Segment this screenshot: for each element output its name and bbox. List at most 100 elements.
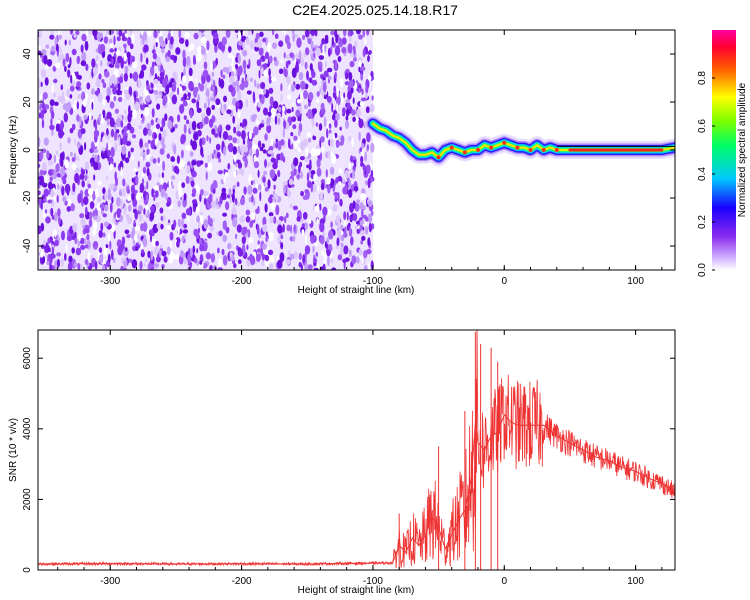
noise-speck [268,196,273,204]
noise-speck [232,137,237,144]
noise-speck [40,244,45,249]
noise-speck [40,81,43,88]
noise-speck [319,192,324,201]
noise-speck [370,162,373,171]
noise-speck [168,259,174,264]
noise-speck [322,82,327,93]
noise-speck [335,215,341,224]
ridge-peak [554,148,559,152]
noise-speck [38,163,41,168]
noise-speck [237,132,242,137]
noise-speck [358,248,363,256]
noise-speck [239,83,245,91]
noise-speck [60,157,64,168]
ridge-peak [475,148,480,152]
noise-speck [116,208,121,219]
noise-speck [124,65,129,75]
noise-speck [270,202,276,210]
noise-speck [87,188,94,196]
noise-speck [83,114,88,120]
noise-speck [233,152,237,163]
noise-speck [104,191,108,202]
noise-speck [166,225,172,230]
noise-speck [361,88,364,96]
chart-title: C2E4.2025.025.14.18.R17 [292,2,458,18]
noise-speck [302,34,306,41]
noise-speck [267,111,272,117]
noise-speck [54,229,57,238]
noise-speck [284,68,288,78]
noise-speck [268,231,274,242]
noise-speck [91,101,94,110]
ridge-peak [502,140,507,145]
noise-speck [107,149,111,158]
noise-speck [165,56,170,62]
noise-speck [232,184,236,190]
noise-speck [89,201,95,209]
spectrogram-y-tick-label: -40 [22,238,33,253]
noise-speck [127,112,132,123]
noise-speck [284,34,290,45]
snr-y-tick-label: 4000 [22,417,33,440]
noise-speck [288,250,291,258]
noise-speck [149,73,152,79]
noise-speck [156,103,161,110]
noise-speck [206,135,209,142]
noise-speck [169,231,174,241]
noise-speck [192,55,196,65]
noise-speck [169,251,175,262]
noise-speck [151,61,155,68]
noise-speck [242,243,246,250]
noise-speck [119,160,124,171]
noise-speck [299,156,305,161]
noise-speck [274,115,278,125]
noise-speck [131,226,136,237]
noise-speck [347,90,352,100]
ridge-peak [489,145,494,150]
noise-speck [366,30,370,36]
noise-speck [363,264,368,270]
noise-speck [337,56,342,63]
noise-speck [137,160,140,168]
noise-speck [285,60,289,69]
noise-speck [61,230,65,241]
noise-speck [100,60,103,67]
noise-speck [160,188,166,198]
noise-speck [95,78,101,88]
noise-speck [182,100,188,107]
noise-speck [123,52,128,62]
noise-speck [80,128,86,135]
noise-speck [201,153,204,158]
noise-speck [242,59,247,70]
noise-speck [43,188,49,197]
noise-speck [338,181,342,186]
noise-speck [140,30,144,36]
noise-speck [124,30,127,34]
noise-speck [367,237,371,247]
noise-speck [153,30,158,39]
noise-speck [316,98,320,103]
noise-speck [182,57,187,68]
noise-speck [362,164,367,172]
noise-speck [276,255,280,261]
noise-speck [38,45,41,51]
noise-speck [358,131,361,141]
noise-speck [145,161,151,168]
noise-speck [313,261,317,267]
noise-speck [183,67,186,77]
noise-speck [269,96,274,106]
colorbar-ticks: 0.0 0.2 0.4 0.6 0.8 [697,71,715,277]
noise-speck [331,102,334,113]
noise-speck [132,198,138,207]
noise-speck [64,159,69,169]
noise-speck [290,84,296,92]
noise-speck [313,173,318,181]
noise-speck [227,144,231,151]
noise-speck [252,180,256,185]
noise-speck [231,62,234,68]
noise-speck [119,198,124,209]
noise-speck [264,133,268,141]
noise-speck [217,41,224,50]
noise-speck [236,224,242,233]
noise-speck [283,120,287,130]
